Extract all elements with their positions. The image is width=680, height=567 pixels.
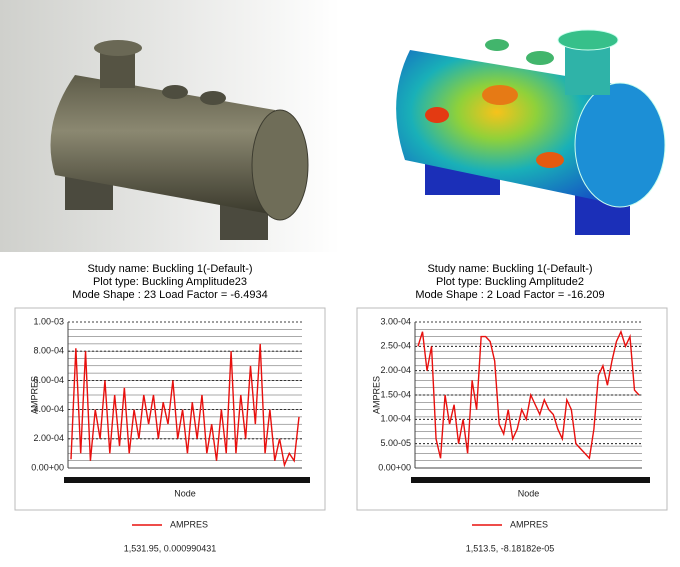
y-tick-label: 8.00-04 (33, 346, 64, 356)
x-tick-band (411, 477, 650, 483)
plot-frame (356, 307, 668, 511)
y-tick-label: 0.00+00 (378, 462, 411, 472)
data-line (417, 329, 640, 460)
y-tick-label: 2.00-04 (380, 365, 411, 375)
y-axis-label: AMPRES (29, 376, 39, 414)
x-tick-band (64, 477, 310, 483)
y-tick-label: 5.00-05 (380, 438, 411, 448)
y-tick-label: 0.00+00 (31, 462, 64, 472)
chart-subtitle: Plot type: Buckling Amplitude2 (436, 276, 584, 288)
y-tick-label: 1.00-03 (33, 316, 64, 326)
chart-caption: Mode Shape : 23 Load Factor = -6.4934 (72, 289, 267, 301)
chart-subtitle: Plot type: Buckling Amplitude23 (93, 276, 247, 288)
chart-caption: Mode Shape : 2 Load Factor = -16.209 (415, 289, 604, 301)
y-tick-label: 6.00-04 (33, 375, 64, 385)
chart-title: Study name: Buckling 1(-Default-) (87, 263, 252, 275)
y-tick-label: 4.00-04 (33, 404, 64, 414)
footer-value: 1,531.95, 0.000990431 (124, 543, 217, 553)
left-render (0, 0, 340, 252)
data-line (70, 343, 300, 468)
y-tick-label: 2.00-04 (33, 433, 64, 443)
x-axis-label: Node (174, 488, 196, 498)
right-render (396, 29, 666, 235)
footer-value: 1,513.5, -8.18182e-05 (466, 543, 555, 553)
y-tick-label: 1.50-04 (380, 389, 411, 399)
legend-label: AMPRES (510, 519, 548, 529)
y-tick-label: 3.00-04 (380, 316, 411, 326)
y-axis-label: AMPRES (371, 376, 381, 414)
y-tick-label: 2.50-04 (380, 341, 411, 351)
x-axis-label: Node (518, 488, 540, 498)
chart-title: Study name: Buckling 1(-Default-) (427, 263, 592, 275)
legend-label: AMPRES (170, 519, 208, 529)
y-tick-label: 1.00-04 (380, 414, 411, 424)
